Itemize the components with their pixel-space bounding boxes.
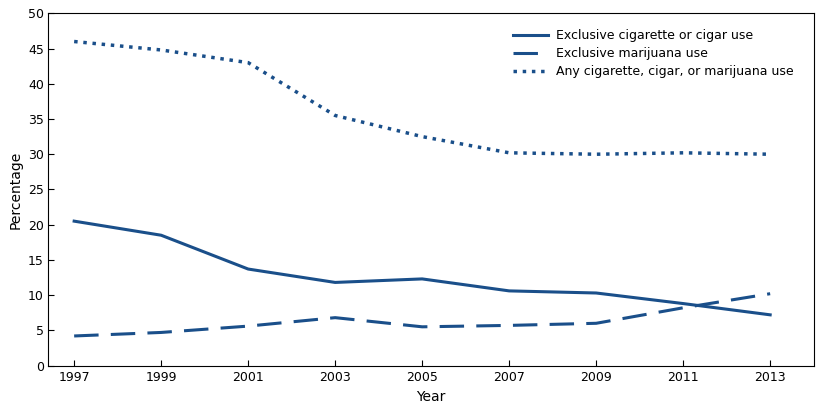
Any cigarette, cigar, or marijuana use: [156, 47, 166, 52]
Exclusive cigarette or cigar use: [69, 219, 79, 224]
X-axis label: Year: Year: [416, 390, 446, 404]
Exclusive marijuana use: [156, 330, 166, 335]
Exclusive marijuana use: [678, 305, 688, 310]
Exclusive marijuana use: [418, 324, 427, 329]
Exclusive cigarette or cigar use: [765, 312, 775, 317]
Line: Exclusive marijuana use: Exclusive marijuana use: [74, 294, 770, 336]
Exclusive marijuana use: [504, 323, 514, 328]
Exclusive marijuana use: [591, 321, 601, 326]
Exclusive marijuana use: [243, 324, 253, 329]
Any cigarette, cigar, or marijuana use: [243, 60, 253, 65]
Any cigarette, cigar, or marijuana use: [330, 113, 340, 118]
Any cigarette, cigar, or marijuana use: [591, 152, 601, 157]
Exclusive marijuana use: [69, 333, 79, 338]
Any cigarette, cigar, or marijuana use: [418, 134, 427, 139]
Legend: Exclusive cigarette or cigar use, Exclusive marijuana use, Any cigarette, cigar,: Exclusive cigarette or cigar use, Exclus…: [507, 23, 800, 84]
Line: Exclusive cigarette or cigar use: Exclusive cigarette or cigar use: [74, 221, 770, 315]
Any cigarette, cigar, or marijuana use: [69, 39, 79, 44]
Exclusive cigarette or cigar use: [243, 267, 253, 272]
Any cigarette, cigar, or marijuana use: [678, 150, 688, 155]
Exclusive cigarette or cigar use: [156, 233, 166, 238]
Exclusive cigarette or cigar use: [418, 276, 427, 281]
Exclusive cigarette or cigar use: [678, 301, 688, 306]
Exclusive marijuana use: [330, 315, 340, 320]
Any cigarette, cigar, or marijuana use: [765, 152, 775, 157]
Exclusive cigarette or cigar use: [504, 288, 514, 293]
Any cigarette, cigar, or marijuana use: [504, 150, 514, 155]
Exclusive cigarette or cigar use: [330, 280, 340, 285]
Y-axis label: Percentage: Percentage: [8, 150, 22, 229]
Exclusive marijuana use: [765, 291, 775, 296]
Line: Any cigarette, cigar, or marijuana use: Any cigarette, cigar, or marijuana use: [74, 42, 770, 154]
Exclusive cigarette or cigar use: [591, 290, 601, 295]
